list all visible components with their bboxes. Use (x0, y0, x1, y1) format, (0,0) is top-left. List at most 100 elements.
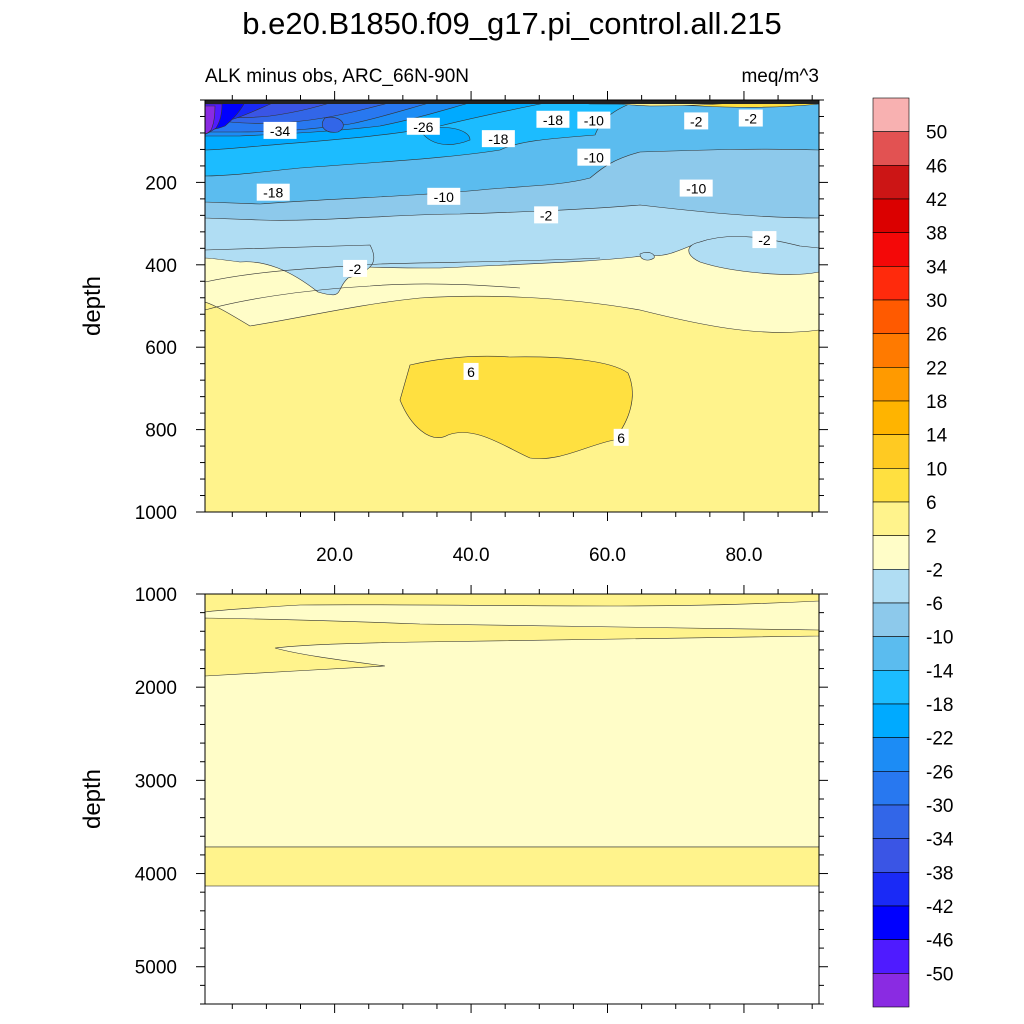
upper-plot-frame (204, 99, 820, 513)
colorbar-swatch (872, 737, 910, 772)
y-tick-label: 800 (145, 421, 177, 442)
colorbar-swatch (872, 771, 910, 806)
contour-label-box (613, 428, 629, 446)
colorbar-label: -6 (926, 594, 943, 615)
contour-label-box (752, 231, 777, 249)
colorbar-label: -22 (926, 729, 953, 750)
contour-label: 6 (467, 364, 475, 380)
upper-y-axis-title: depth (79, 276, 106, 336)
upper-x-axis: 20.0 40.0 60.0 80.0 (231, 91, 813, 566)
colorbar-label: 38 (926, 224, 947, 245)
y-tick-label: 3000 (135, 771, 177, 792)
colorbar-swatch (872, 367, 910, 402)
colorbar-label: 14 (926, 426, 948, 447)
contour-label-box (343, 259, 368, 277)
colorbar-swatch (872, 165, 910, 200)
contour-label-box (263, 121, 297, 139)
contour-label-box (679, 179, 713, 197)
colorbar-label: -50 (926, 964, 953, 985)
colorbar-label: -14 (926, 661, 954, 682)
upper-contour-labels: -34 -26-18-18 -10 -2 -2-10-18 -10-10-2-2-266 (256, 109, 777, 446)
contour-label: -10 (686, 181, 706, 197)
contour-label: -2 (745, 111, 758, 127)
colorbar-swatch (872, 804, 910, 839)
y-tick-label: 200 (145, 173, 177, 194)
colorbar-label: 18 (926, 392, 947, 413)
colorbar-label: 46 (926, 156, 947, 177)
x-tick-label: 80.0 (725, 545, 762, 566)
colorbar-swatch (872, 232, 910, 267)
colorbar-swatch (872, 299, 910, 334)
colorbar-swatch (872, 400, 910, 435)
colorbar-swatch (872, 973, 910, 1008)
colorbar-swatch (872, 905, 910, 940)
contour-label: 6 (617, 430, 625, 446)
colorbar-swatch (872, 703, 910, 738)
y-tick-label: 1000 (135, 585, 177, 606)
colorbar-label: 6 (926, 493, 937, 514)
colorbar-swatch (872, 670, 910, 705)
lower-contour-fill (205, 594, 819, 1004)
contour-label: -10 (434, 189, 454, 205)
colorbar-swatch (872, 501, 910, 536)
colorbar-swatch (872, 333, 910, 368)
colorbar-swatch (872, 535, 910, 570)
contour-label-box (577, 111, 611, 129)
upper-y-axis: 200 400 600 800 1000 (135, 99, 828, 524)
colorbar-label: -46 (926, 931, 953, 952)
colorbar-swatch (872, 569, 910, 604)
contour-label: -34 (270, 123, 290, 139)
contour-label: -18 (543, 112, 563, 128)
colorbar-label: 34 (926, 257, 948, 278)
colorbar-swatch (872, 872, 910, 907)
colorbar-swatch (872, 434, 910, 469)
colorbar-swatch (872, 636, 910, 671)
contour-label-box (463, 362, 479, 380)
chart-units: meq/m^3 (741, 66, 819, 87)
y-tick-label: 1000 (135, 503, 177, 524)
contour-label-box (406, 117, 440, 135)
contour-label-box (738, 109, 763, 127)
colorbar-label: -10 (926, 628, 953, 649)
contour-label: -2 (349, 261, 362, 277)
contour-label-box (534, 206, 559, 224)
colorbar-swatch (872, 97, 910, 132)
contour-label-box (577, 148, 611, 166)
contour-label-box (684, 112, 709, 130)
colorbar-label: 42 (926, 190, 947, 211)
contour-label-box (481, 130, 515, 148)
x-tick-label: 20.0 (316, 545, 353, 566)
lower-y-axis: 1000 2000 3000 4000 5000 (135, 585, 828, 1005)
chart-subtitle-left: ALK minus obs, ARC_66N-90N (205, 66, 469, 87)
y-tick-label: 2000 (135, 678, 177, 699)
contour-label: -18 (488, 131, 508, 147)
lower-x-axis (231, 585, 813, 1013)
colorbar-swatch (872, 266, 910, 301)
colorbar-swatch (872, 939, 910, 974)
contour-label-box (427, 187, 461, 205)
contour-label: -18 (263, 185, 283, 201)
colorbar-label: -42 (926, 897, 953, 918)
contour-label: -2 (758, 232, 771, 248)
colorbar-swatch (872, 131, 910, 166)
contour-label: -2 (690, 113, 703, 129)
colorbar-swatch (872, 838, 910, 873)
contour-label: -2 (540, 207, 553, 223)
contour-label: -10 (584, 150, 604, 166)
contour-label-box (256, 183, 290, 201)
colorbar-label: -18 (926, 695, 953, 716)
colorbar-label: -38 (926, 863, 953, 884)
y-tick-label: 4000 (135, 865, 177, 886)
colorbar-swatch (872, 198, 910, 233)
contour-label: -10 (584, 113, 604, 129)
colorbar-label: 2 (926, 527, 937, 548)
contour-label-box (536, 110, 570, 128)
colorbar-label: 26 (926, 325, 947, 346)
x-tick-label: 40.0 (453, 545, 490, 566)
y-tick-label: 400 (145, 256, 177, 277)
lower-y-axis-title: depth (79, 769, 106, 829)
colorbar-label: -30 (926, 796, 953, 817)
colorbar-label: -26 (926, 762, 953, 783)
